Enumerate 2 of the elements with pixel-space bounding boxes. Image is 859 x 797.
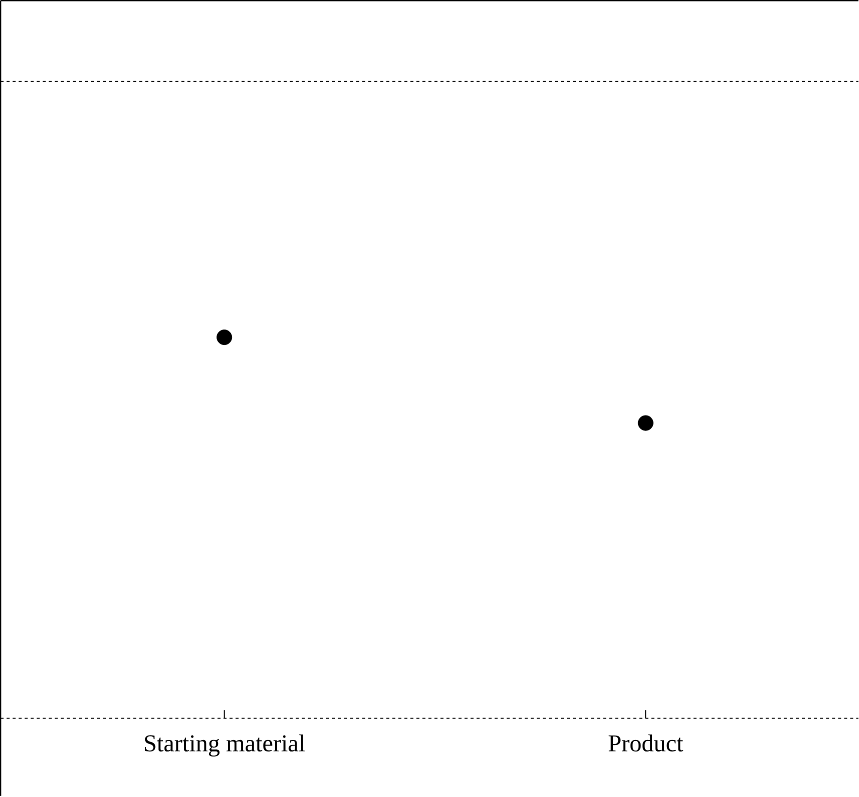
x-tick-label: Starting material xyxy=(144,734,305,757)
x-tick-label: Product xyxy=(608,734,684,752)
